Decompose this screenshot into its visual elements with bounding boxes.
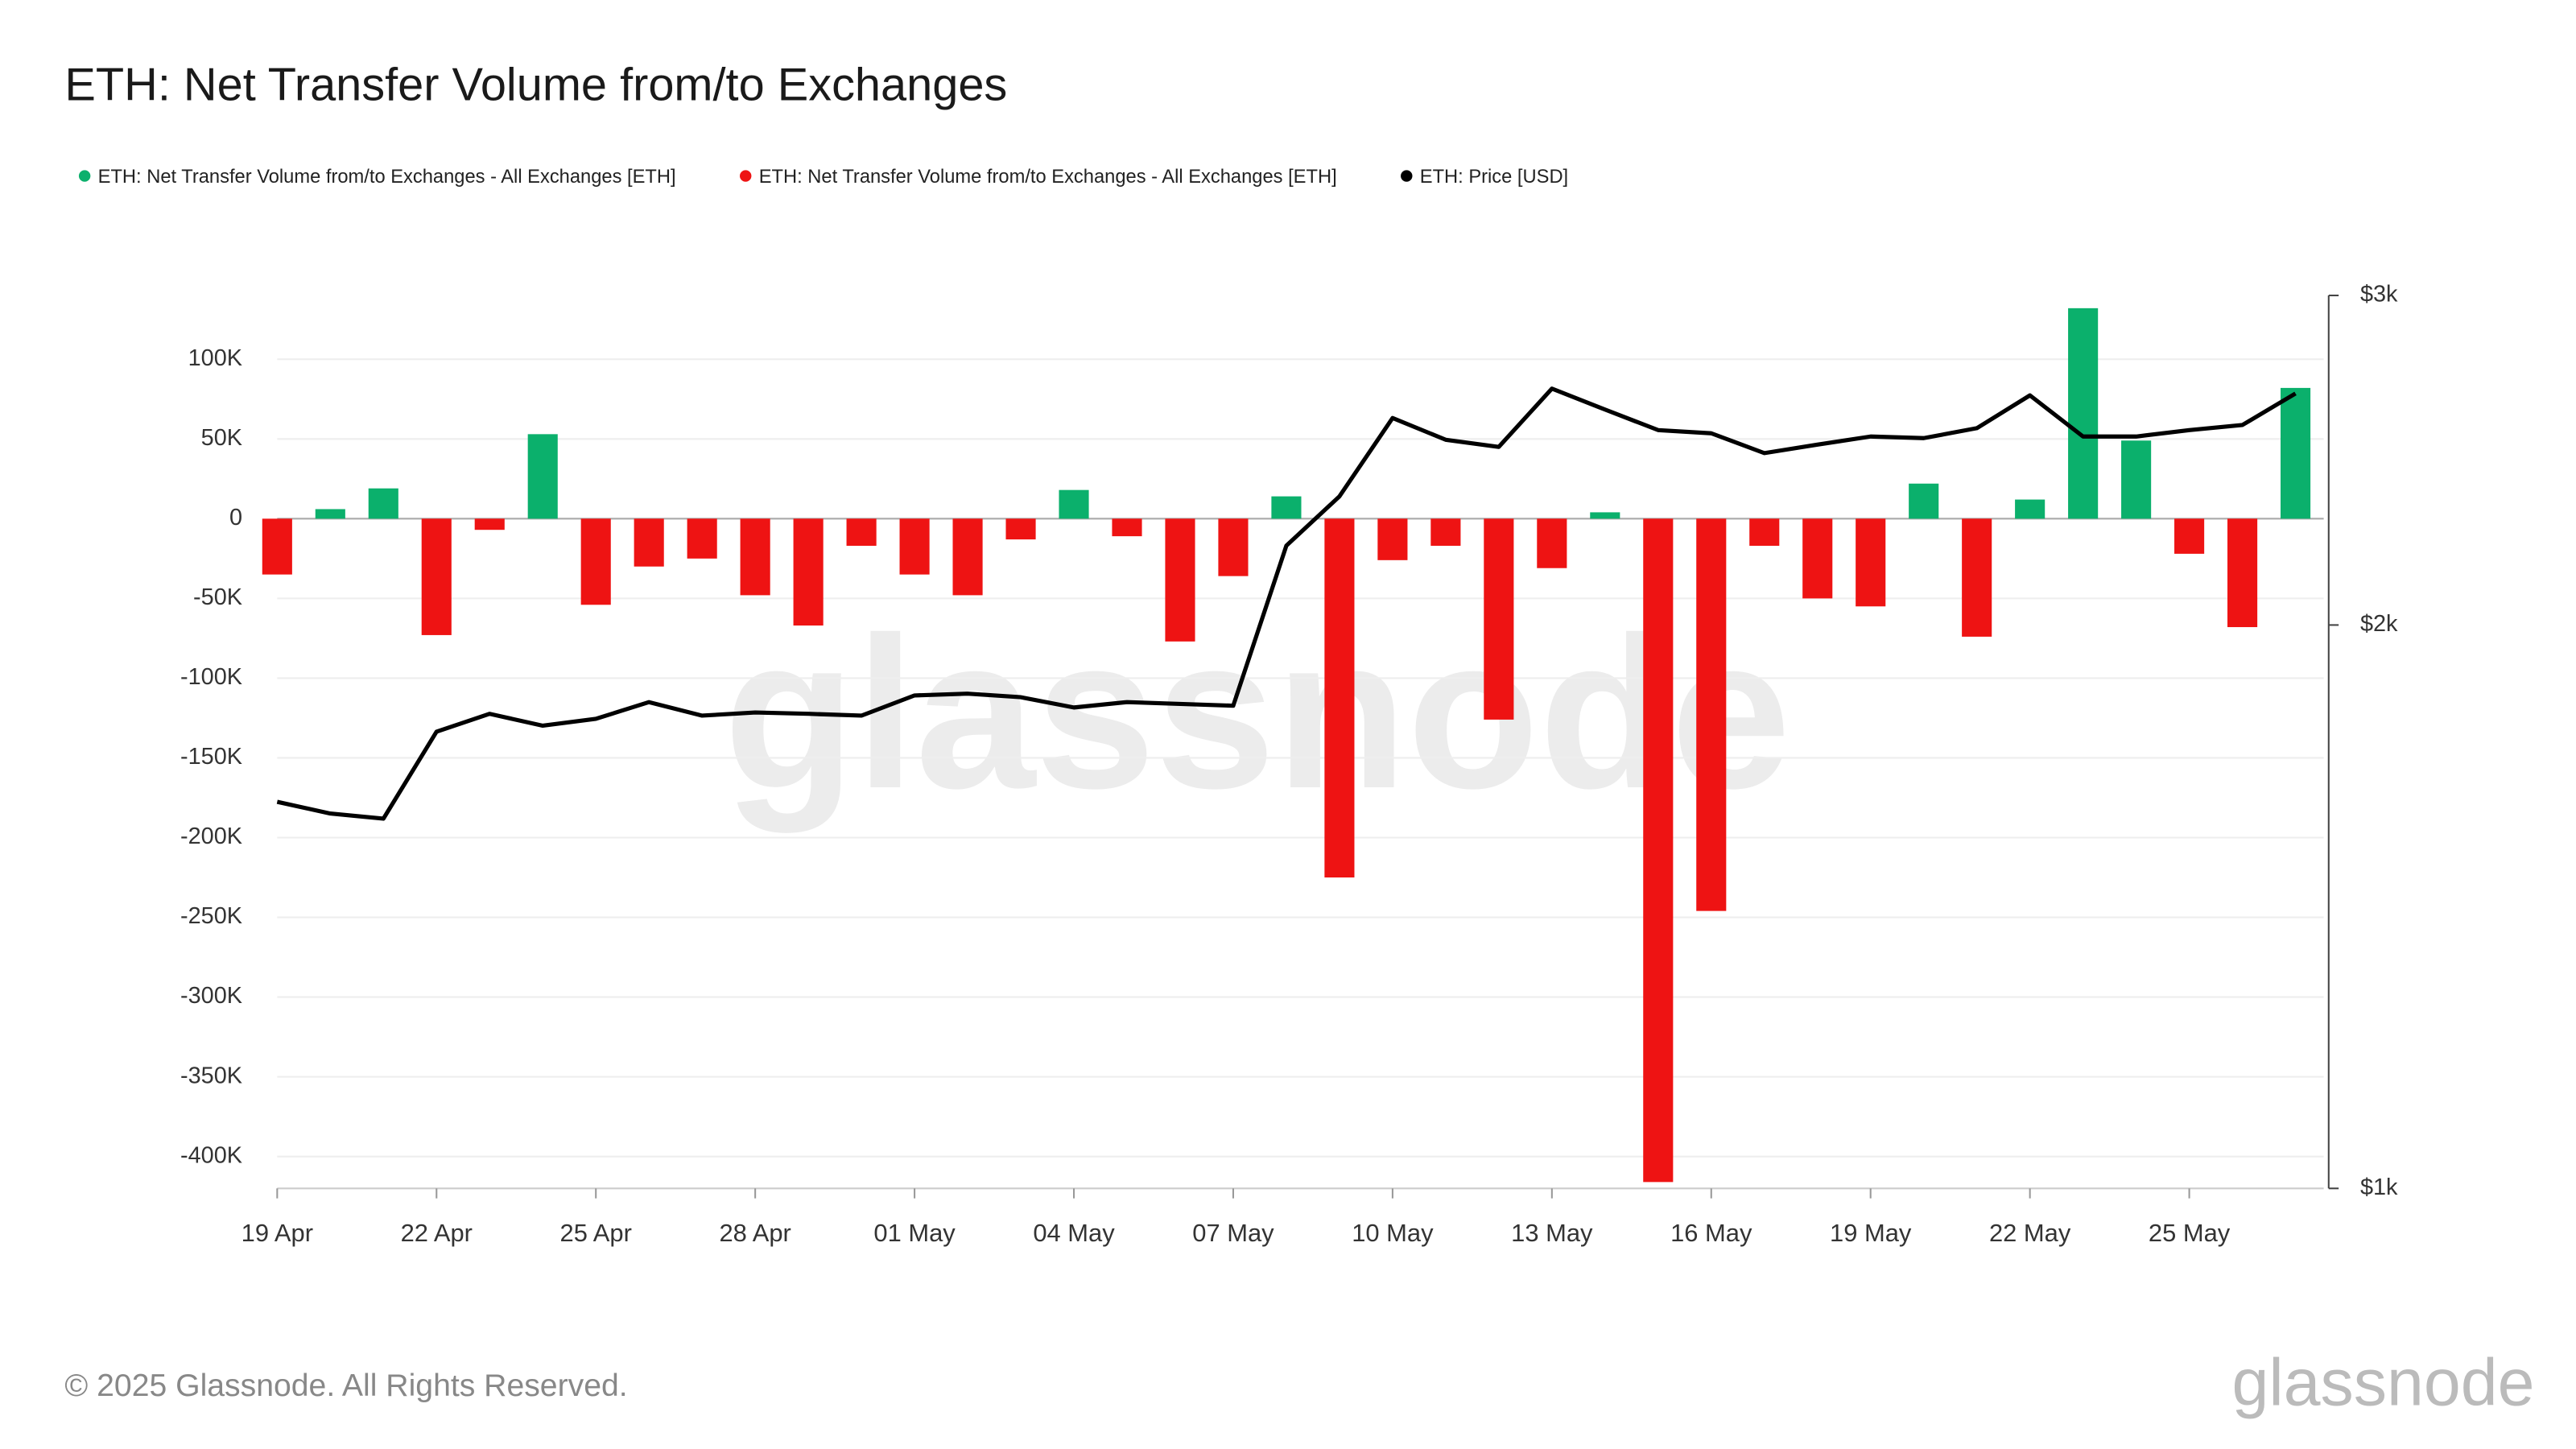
bar: [899, 518, 930, 575]
y-tick-label: 50K: [201, 425, 242, 451]
bar: [262, 518, 292, 575]
y2-tick-label: $1k: [2360, 1174, 2398, 1200]
legend-label: ETH: Net Transfer Volume from/to Exchang…: [98, 167, 676, 188]
price-line: [276, 386, 2297, 821]
bar: [687, 518, 717, 559]
bar: [1537, 518, 1567, 568]
footer: © 2025 Glassnode. All Rights Reserved.: [64, 1368, 627, 1403]
y-tick-label: -400K: [180, 1142, 242, 1168]
x-tick-label: 13 May: [1511, 1219, 1593, 1247]
x-tick-label: 01 May: [873, 1219, 956, 1247]
bar: [368, 488, 398, 519]
bar: [1643, 518, 1674, 1183]
legend-marker: [78, 170, 91, 182]
y-tick-label: -350K: [180, 1063, 242, 1088]
bar: [634, 518, 664, 567]
x-tick-label: 25 May: [2149, 1219, 2231, 1247]
bar: [2121, 440, 2152, 519]
y-tick-label: -200K: [180, 824, 242, 849]
chart-title: ETH: Net Transfer Volume from/to Exchang…: [64, 60, 1007, 111]
bar: [952, 518, 983, 596]
bar: [2068, 308, 2099, 519]
bar: [421, 518, 452, 635]
bar: [1484, 518, 1514, 720]
x-tick-label: 19 Apr: [242, 1219, 313, 1247]
bar: [1749, 518, 1780, 547]
bar: [527, 434, 558, 519]
bar: [1377, 518, 1408, 560]
y-tick-label: 0: [229, 505, 242, 530]
bar: [2280, 387, 2311, 519]
bar: [1590, 512, 1620, 519]
y-tick-label: -150K: [180, 744, 242, 770]
legend-label: ETH: Price [USD]: [1420, 167, 1568, 188]
bar: [740, 518, 770, 596]
legend-marker: [1401, 170, 1413, 182]
logo: glassnode: [2231, 1345, 2534, 1419]
y2-tick-label: $3k: [2360, 282, 2398, 308]
bar: [1696, 518, 1727, 911]
y-tick-label: -250K: [180, 903, 242, 929]
bar: [1856, 518, 1886, 607]
x-tick-label: 04 May: [1033, 1219, 1115, 1247]
y-tick-label: -100K: [180, 664, 242, 690]
x-tick-label: 25 Apr: [560, 1219, 632, 1247]
bar: [1218, 518, 1249, 576]
legend-label: ETH: Net Transfer Volume from/to Exchang…: [759, 167, 1337, 188]
legend-marker: [739, 170, 752, 182]
bar: [315, 509, 345, 519]
y2-tick-label: $2k: [2360, 611, 2398, 637]
bar: [1059, 489, 1089, 519]
bar: [1271, 496, 1302, 519]
x-tick-label: 16 May: [1670, 1219, 1752, 1247]
bar: [474, 518, 505, 530]
bar: [1165, 518, 1195, 642]
bar: [1324, 518, 1355, 878]
y-tick-label: 100K: [188, 345, 242, 371]
bar: [2015, 499, 2046, 519]
bar: [1962, 518, 1992, 637]
x-tick-label: 07 May: [1192, 1219, 1274, 1247]
x-tick-label: 10 May: [1352, 1219, 1434, 1247]
bar: [1909, 483, 1939, 519]
y-tick-label: -50K: [193, 584, 242, 610]
x-tick-label: 19 May: [1830, 1219, 1912, 1247]
x-tick-label: 22 May: [1989, 1219, 2071, 1247]
bar: [1112, 518, 1142, 537]
y-tick-label: -300K: [180, 983, 242, 1009]
bar: [793, 518, 824, 626]
bar: [1802, 518, 1833, 599]
bar: [2174, 518, 2205, 554]
bar: [2227, 518, 2258, 628]
bar: [1430, 518, 1461, 547]
bar: [580, 518, 611, 605]
bar: [846, 518, 877, 547]
bar: [1005, 518, 1036, 540]
x-tick-label: 22 Apr: [401, 1219, 473, 1247]
x-tick-label: 28 Apr: [719, 1219, 791, 1247]
